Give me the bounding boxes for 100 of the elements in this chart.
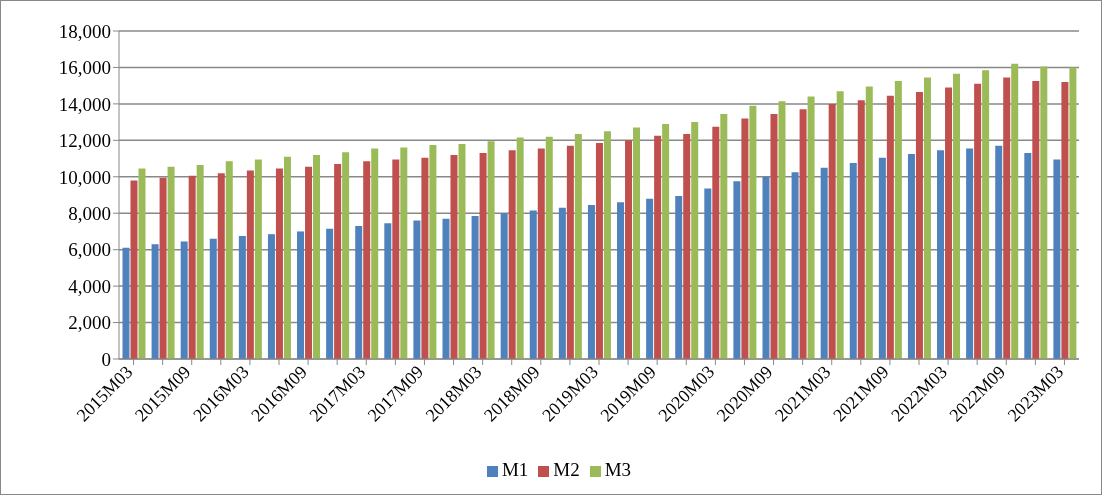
bar <box>675 195 683 359</box>
bar <box>886 95 894 359</box>
bar <box>275 168 283 359</box>
bar <box>246 170 254 359</box>
bar <box>646 198 654 359</box>
bar <box>516 137 524 359</box>
bar <box>313 154 321 359</box>
bar <box>966 148 974 359</box>
bar <box>733 181 741 359</box>
bar <box>1032 81 1040 359</box>
y-tick-label: 2,000 <box>68 312 111 334</box>
y-tick-label: 6,000 <box>68 239 111 261</box>
bar <box>1024 153 1032 359</box>
bar <box>529 210 537 359</box>
bar <box>778 101 786 359</box>
bar <box>982 70 990 359</box>
bar <box>937 150 945 359</box>
bar <box>574 133 582 359</box>
bar <box>770 113 778 359</box>
bar <box>865 86 873 359</box>
bar <box>138 168 146 359</box>
bar <box>167 166 175 359</box>
bar <box>384 223 392 359</box>
bar <box>471 215 479 359</box>
bar <box>297 231 305 359</box>
bar <box>1011 63 1019 359</box>
bar <box>458 143 466 359</box>
bar <box>400 147 408 359</box>
bar <box>413 220 421 359</box>
bar <box>442 218 450 359</box>
bar <box>508 150 516 359</box>
bar <box>305 166 313 359</box>
bar <box>392 159 400 359</box>
bar <box>487 141 495 359</box>
bar <box>566 145 574 359</box>
bar <box>762 176 770 359</box>
bar <box>712 126 720 359</box>
bar <box>1053 159 1061 359</box>
bar <box>355 225 363 359</box>
bar <box>720 113 728 359</box>
y-tick-label: 10,000 <box>58 166 111 188</box>
bar <box>995 145 1003 359</box>
y-tick-label: 14,000 <box>58 93 111 115</box>
legend-label: M3 <box>604 459 632 480</box>
bar <box>894 81 902 359</box>
bar <box>741 118 749 359</box>
bar <box>683 133 691 359</box>
bar <box>923 77 931 359</box>
bar <box>595 143 603 359</box>
bar <box>807 96 815 359</box>
bar <box>151 244 159 359</box>
bar <box>209 238 217 359</box>
bar <box>1003 77 1011 359</box>
bar <box>857 100 865 359</box>
bar <box>196 164 204 359</box>
bar <box>238 236 246 359</box>
bar <box>558 207 566 359</box>
bar <box>545 136 553 359</box>
bar <box>691 122 699 359</box>
bar <box>225 161 233 359</box>
bar <box>617 202 625 359</box>
bar <box>500 213 508 359</box>
y-tick-label: 0 <box>101 348 111 370</box>
bar <box>836 91 844 359</box>
bar <box>537 148 545 359</box>
bar <box>421 157 429 359</box>
y-tick-label: 4,000 <box>68 275 111 297</box>
bar <box>326 228 334 359</box>
bar <box>1069 67 1077 359</box>
y-tick-label: 12,000 <box>58 130 111 152</box>
bar <box>342 152 350 359</box>
legend-label: M2 <box>553 459 580 480</box>
bar <box>828 103 836 359</box>
bar <box>974 83 982 359</box>
bar <box>662 123 670 359</box>
bar <box>587 205 595 359</box>
bar <box>450 154 458 359</box>
bar <box>283 156 291 359</box>
bar <box>371 148 379 359</box>
bar <box>945 87 953 359</box>
bar <box>749 105 757 359</box>
bar <box>820 167 828 359</box>
bar <box>654 135 662 359</box>
y-tick-label: 8,000 <box>68 202 111 224</box>
bar <box>799 109 807 359</box>
bar <box>603 131 611 359</box>
bar <box>363 161 371 359</box>
bar <box>217 173 225 359</box>
bar <box>849 163 857 359</box>
bar <box>915 92 923 359</box>
y-tick-label: 16,000 <box>58 57 111 79</box>
bar <box>122 247 130 359</box>
bar <box>907 154 915 359</box>
bar <box>878 157 886 359</box>
bar <box>633 127 641 359</box>
bar <box>159 177 167 359</box>
bar <box>791 172 799 359</box>
bar <box>254 159 262 359</box>
bar <box>1061 82 1069 359</box>
bar <box>334 164 342 359</box>
